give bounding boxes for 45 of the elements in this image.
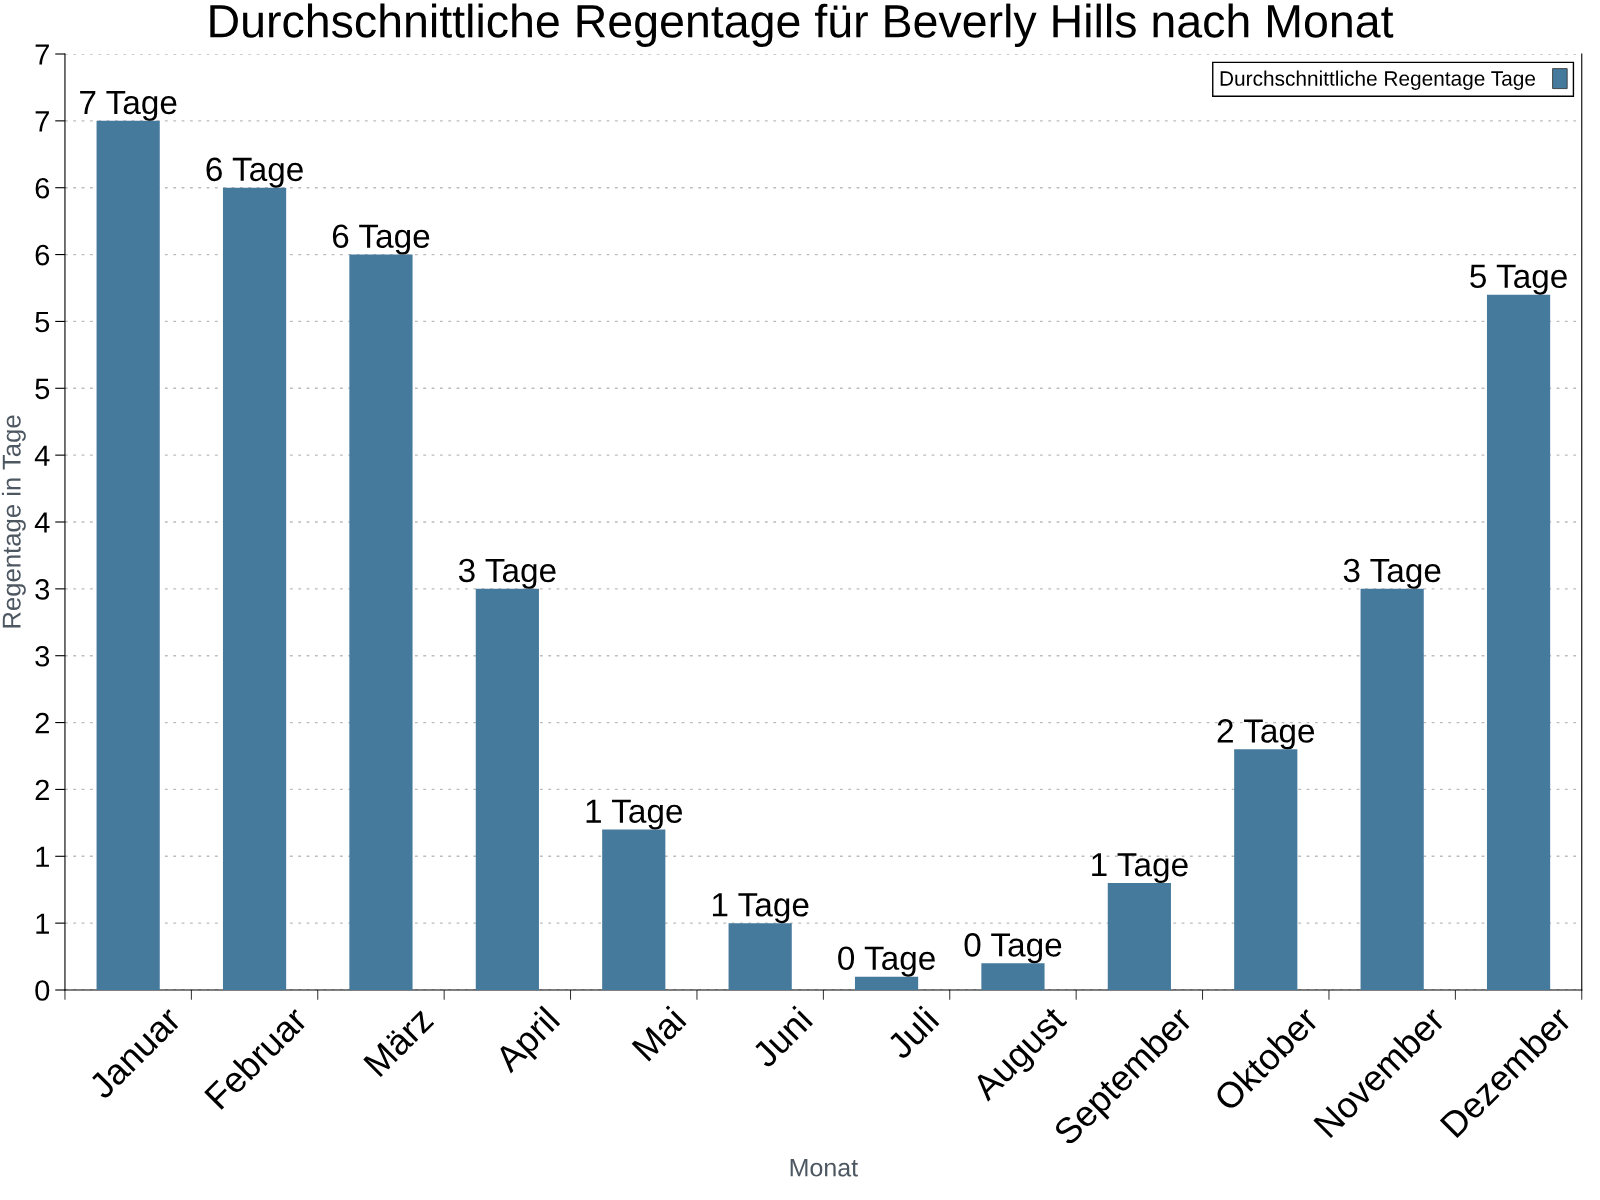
data-label: 1 Tage: [1092, 853, 1188, 884]
y-tick-label: 4: [34, 512, 50, 533]
data-label: 1 Tage: [586, 799, 683, 830]
y-tick-label: 2: [35, 712, 49, 734]
y-tick-label: 7: [35, 44, 49, 65]
data-label: 3 Tage: [1343, 558, 1441, 589]
y-tick-label: 7: [35, 111, 49, 132]
bar: [475, 588, 539, 990]
y-tick-label: 6: [35, 177, 50, 199]
y-tick-label: 6: [35, 244, 50, 266]
bar: [728, 923, 792, 990]
data-label: 6 Tage: [206, 157, 303, 188]
data-label: 6 Tage: [332, 224, 430, 255]
y-tick-label: 3: [35, 579, 50, 600]
y-tick-label: 1: [36, 846, 49, 867]
x-tick-label: Juli: [884, 1005, 940, 1061]
data-label: 0 Tage: [964, 933, 1062, 964]
legend-label: Durchschnittliche Regentage Tage: [1220, 70, 1536, 90]
bar: [1360, 588, 1424, 990]
bar: [602, 829, 666, 990]
y-axis-title: Regentage in Tage: [1, 415, 26, 628]
y-tick-label: 1: [36, 913, 49, 934]
bar: [854, 976, 919, 990]
bar: [1107, 883, 1171, 990]
chart-title: Durchschnittliche Regentage für Beverly Hills nach Monat: [210, 3, 1394, 47]
data-label: 3 Tage: [458, 558, 556, 589]
bar: [981, 963, 1045, 990]
data-label: 2 Tage: [1217, 719, 1315, 750]
data-label: 0 Tage: [838, 946, 935, 977]
y-tick-label: 4: [34, 445, 50, 466]
bar: [349, 254, 413, 990]
bar: [222, 187, 287, 990]
x-tick-label: Mai: [630, 1005, 687, 1062]
bar: [96, 120, 160, 990]
y-tick-label: 5: [35, 378, 50, 400]
y-tick-label: 0: [35, 980, 50, 1001]
bar: [1486, 294, 1551, 990]
data-label: 1 Tage: [712, 893, 809, 924]
y-tick-label: 5: [35, 311, 50, 333]
data-label: 7 Tage: [80, 91, 177, 121]
y-tick-label: 3: [35, 645, 50, 667]
x-axis-title: Monat: [790, 1159, 858, 1177]
y-tick-label: 2: [35, 779, 49, 800]
data-label: 5 Tage: [1470, 264, 1567, 295]
bar: [1234, 749, 1298, 990]
